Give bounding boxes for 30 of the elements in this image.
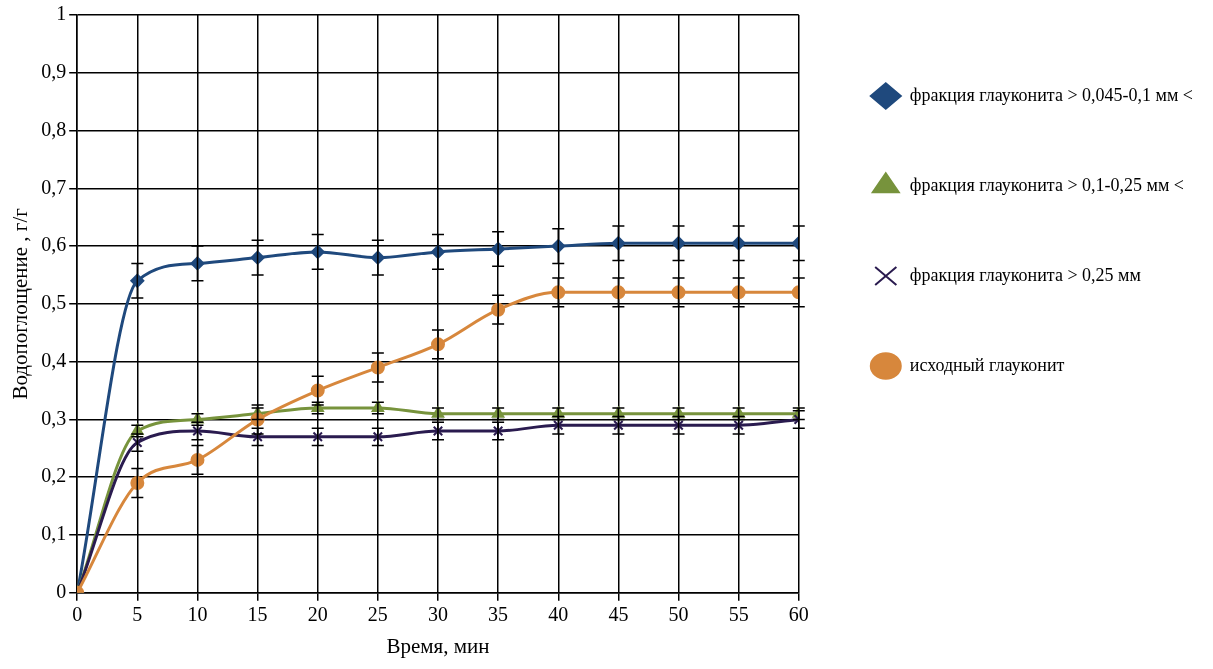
x-tick-label: 40 [548,603,569,626]
x-tick-label: 60 [788,603,809,626]
x-axis-title: Время, мин [386,633,490,658]
y-tick-label: 0,7 [41,175,67,198]
legend-label: фракция глауконита > 0,25 мм [909,264,1141,285]
x-tick-label: 15 [247,603,268,626]
x-tick-label: 45 [608,603,629,626]
legend-label: исходный глауконит [909,354,1065,375]
y-tick-label: 0,1 [41,522,67,545]
y-tick-label: 0,5 [41,291,67,314]
x-tick-label: 0 [72,603,83,626]
y-tick-label: 1 [56,2,67,25]
x-tick-label: 25 [367,603,388,626]
y-tick-label: 0,8 [41,117,67,140]
legend-label: фракция глауконита > 0,1-0,25 мм < [909,174,1184,195]
y-tick-label: 0,6 [41,233,67,256]
y-axis-title: Водопоглощение , г/г [8,207,33,400]
x-tick-label: 5 [132,603,143,626]
y-tick-label: 0 [56,580,67,603]
y-tick-label: 0,2 [41,464,67,487]
x-tick-label: 10 [187,603,208,626]
y-tick-label: 0,3 [41,406,67,429]
x-tick-label: 35 [488,603,509,626]
legend-label: фракция глауконита > 0,045-0,1 мм < [909,84,1193,105]
x-tick-label: 30 [427,603,448,626]
y-tick-label: 0,9 [41,60,67,83]
x-tick-label: 55 [728,603,749,626]
x-tick-label: 20 [307,603,328,626]
x-tick-label: 50 [668,603,689,626]
y-tick-label: 0,4 [41,348,67,371]
